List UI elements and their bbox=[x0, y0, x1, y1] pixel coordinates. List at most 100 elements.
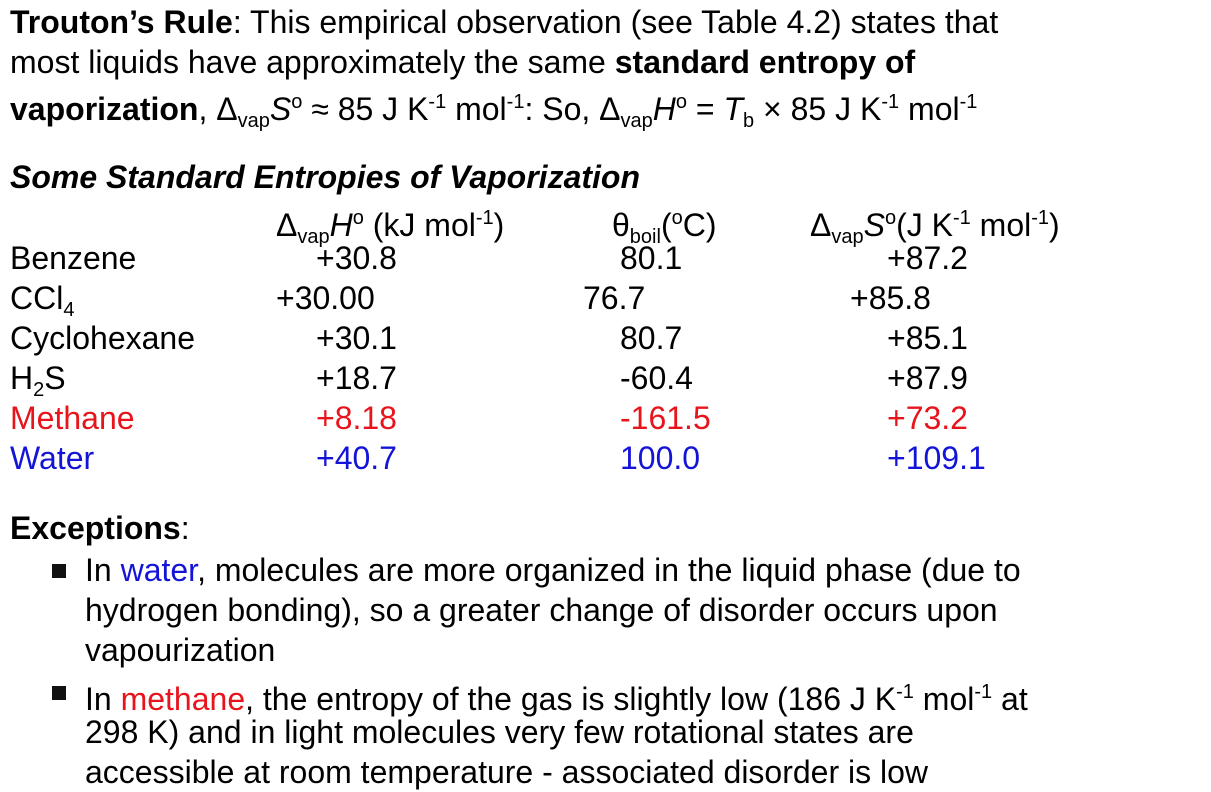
text-run: 80.7 bbox=[620, 320, 683, 356]
text-run: hydrogen bonding), so a greater change o… bbox=[85, 592, 998, 628]
text-run: Some Standard Entropies of Vaporization bbox=[10, 159, 640, 195]
text-run: θ bbox=[612, 207, 630, 243]
text-run: b bbox=[743, 110, 755, 132]
table-cell: +8.18 bbox=[316, 398, 397, 438]
text-run: -1 bbox=[896, 681, 914, 703]
section-heading: Exceptions: bbox=[10, 508, 190, 548]
bullet-line: 298 K) and in light molecules very few r… bbox=[85, 712, 914, 752]
text-run: CCl bbox=[10, 280, 64, 316]
table-cell: +87.2 bbox=[887, 238, 968, 278]
text-run: +85.1 bbox=[887, 320, 968, 356]
intro-line: vaporization, ΔvapSo ≈ 85 J K-1 mol-1: S… bbox=[10, 82, 977, 141]
bullet-line: In methane, the entropy of the gas is sl… bbox=[85, 672, 1028, 719]
text-run: standard entropy of bbox=[614, 44, 916, 80]
text-run: vap bbox=[831, 226, 864, 248]
text-run: = bbox=[687, 91, 724, 127]
text-run: , molecules are more organized in the li… bbox=[197, 552, 1021, 588]
table-cell: +73.2 bbox=[887, 398, 968, 438]
text-run: , Δ bbox=[198, 91, 238, 127]
text-run: -1 bbox=[506, 91, 525, 113]
text-run: -161.5 bbox=[620, 400, 711, 436]
row-label: Methane bbox=[10, 398, 135, 438]
text-run: ) bbox=[493, 207, 505, 243]
text-run: methane bbox=[120, 681, 246, 717]
row-label: Benzene bbox=[10, 238, 136, 278]
text-run: +30.8 bbox=[316, 240, 397, 276]
table-cell: +85.8 bbox=[850, 278, 931, 318]
text-run: +30.1 bbox=[316, 320, 397, 356]
text-run: mol bbox=[970, 207, 1032, 243]
table-cell: -60.4 bbox=[620, 358, 693, 398]
row-label: Water bbox=[10, 438, 94, 478]
table-cell: 76.7 bbox=[583, 278, 645, 318]
bullet-line: vapourization bbox=[85, 630, 275, 670]
text-run: -1 bbox=[959, 91, 978, 113]
text-run: vap bbox=[620, 110, 653, 132]
intro-line: Trouton’s Rule: This empirical observati… bbox=[10, 2, 998, 42]
text-run: o bbox=[671, 207, 683, 229]
text-run: +109.1 bbox=[887, 440, 986, 476]
text-run: -1 bbox=[952, 207, 971, 229]
table-cell: +85.1 bbox=[887, 318, 968, 358]
table-cell: 100.0 bbox=[620, 438, 700, 478]
text-run: +87.9 bbox=[887, 360, 968, 396]
bullet-marker bbox=[52, 686, 66, 700]
table-cell: 80.7 bbox=[620, 318, 682, 358]
text-run: vaporization bbox=[10, 91, 199, 127]
text-run: S bbox=[863, 207, 885, 243]
text-run: ≈ 85 J K bbox=[302, 91, 429, 127]
column-header: ΔvapHo (kJ mol-1) bbox=[276, 198, 504, 257]
text-run: T bbox=[723, 91, 744, 127]
text-run: 100.0 bbox=[620, 440, 701, 476]
text-run: vapourization bbox=[85, 632, 276, 668]
text-run: water bbox=[120, 552, 198, 588]
bullet-marker bbox=[52, 564, 66, 578]
text-run: H bbox=[10, 360, 34, 396]
text-run: accessible at room temperature - associa… bbox=[85, 754, 929, 790]
text-run: (kJ mol bbox=[363, 207, 476, 243]
text-run: +30.00 bbox=[276, 280, 375, 316]
text-run: 298 K) and in light molecules very few r… bbox=[85, 714, 914, 750]
text-run: -1 bbox=[475, 207, 494, 229]
text-run: mol bbox=[899, 91, 960, 127]
text-run: In bbox=[85, 552, 121, 588]
text-run: S bbox=[44, 360, 66, 396]
text-run: o bbox=[291, 91, 303, 113]
text-run: -1 bbox=[428, 91, 447, 113]
bullet-line: In water, molecules are more organized i… bbox=[85, 550, 1021, 590]
row-label: Cyclohexane bbox=[10, 318, 195, 358]
text-run: × 85 J K bbox=[754, 91, 882, 127]
text-run: , the entropy of the gas is slightly low… bbox=[245, 681, 897, 717]
text-run: +18.7 bbox=[316, 360, 397, 396]
text-run: Water bbox=[10, 440, 95, 476]
text-run: 2 bbox=[33, 379, 45, 401]
bullet-line: accessible at room temperature - associa… bbox=[85, 752, 928, 792]
text-run: : So, Δ bbox=[524, 91, 621, 127]
text-run: (J K bbox=[896, 207, 953, 243]
text-run: : This empirical observation (see Table … bbox=[232, 4, 999, 40]
text-run: +73.2 bbox=[887, 400, 968, 436]
column-header: θboil(oC) bbox=[612, 198, 716, 257]
text-run: +87.2 bbox=[887, 240, 968, 276]
text-run: Exceptions bbox=[10, 510, 181, 546]
table-cell: +109.1 bbox=[887, 438, 986, 478]
text-run: : bbox=[180, 510, 190, 546]
text-run: +40.7 bbox=[316, 440, 397, 476]
text-run: -60.4 bbox=[620, 360, 693, 396]
table-cell: +30.8 bbox=[316, 238, 397, 278]
table-cell: 80.1 bbox=[620, 238, 682, 278]
text-run: o bbox=[884, 207, 897, 229]
text-run: o bbox=[675, 91, 688, 113]
text-run: vap bbox=[297, 226, 330, 248]
text-run: 80.1 bbox=[620, 240, 683, 276]
text-run: vap bbox=[237, 110, 270, 132]
text-run: Methane bbox=[10, 400, 135, 436]
text-run: ) bbox=[1049, 207, 1060, 243]
row-label: H2S bbox=[10, 358, 66, 410]
text-run: In bbox=[85, 681, 121, 717]
table-cell: -161.5 bbox=[620, 398, 711, 438]
text-run: Cyclohexane bbox=[10, 320, 195, 356]
text-run: H bbox=[329, 207, 353, 243]
text-run: 4 bbox=[63, 299, 75, 321]
text-run: most liquids have approximately the same bbox=[10, 44, 615, 80]
